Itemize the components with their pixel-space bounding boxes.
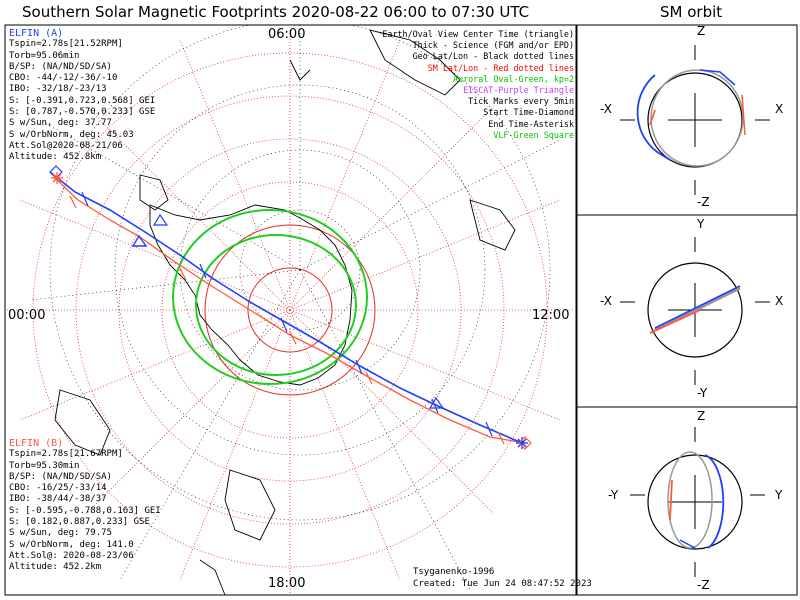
orbit1-label-left: -X	[600, 102, 612, 116]
probe-b-line: CBO: -16/25/-33/14	[9, 483, 107, 494]
legend-item: Auroral Oval-Green, kp=2	[452, 73, 574, 84]
orbit-panel-xz	[620, 45, 770, 195]
elfin-a-start-diamond	[49, 165, 63, 179]
orbit-panel-xy	[620, 237, 770, 385]
probe-a-line: S w/OrbNorm, deg: 45.03	[9, 129, 134, 140]
probe-b-line: Tspin=2.78s[21.67RPM]	[9, 449, 123, 460]
probe-b-line: B/SP: (NA/ND/SD/SA)	[9, 471, 112, 482]
legend-item: Tick Marks every 5min	[468, 96, 574, 107]
probe-a-name: ELFIN (A)	[9, 28, 64, 39]
probe-a-line: IBO: -32/18/-23/13	[9, 84, 107, 95]
probe-a-line: S: [-0.391,0.723,0.568] GEI	[9, 95, 156, 106]
orbit2-label-left: -X	[600, 294, 612, 308]
geo-grid	[29, 25, 561, 591]
probe-a-line: Tspin=2.78s[21.52RPM]	[9, 39, 123, 50]
legend: Earth/Oval View Center Time (triangle) T…	[382, 29, 574, 141]
model-credit: Tsyganenko-1996	[413, 567, 495, 577]
orbit2-label-top: Y	[697, 217, 705, 231]
orbit3-label-right: Y	[775, 488, 783, 502]
probe-b-line: Att.Sol@: 2020-08-23/06	[9, 550, 134, 561]
orbit2-label-right: X	[775, 294, 784, 308]
legend-item: Earth/Oval View Center Time (triangle)	[382, 29, 574, 39]
probe-b-line: IBO: -38/44/-38/37	[9, 494, 107, 505]
clock-label-left: 00:00	[8, 308, 46, 323]
probe-b-line: S w/OrbNorm, deg: 141.0	[9, 539, 134, 550]
elfin-a-track	[49, 171, 523, 444]
elfin-b-track	[54, 177, 526, 444]
probe-b-line: Torb=95.30min	[9, 460, 80, 471]
elfin-b-end-asterisk	[51, 172, 63, 184]
probe-a-line: Altitude: 452.8km	[9, 152, 102, 163]
clock-label-top: 06:00	[268, 27, 306, 42]
elfin-a-end-asterisk	[516, 437, 528, 449]
auroral-oval-inner	[195, 234, 357, 376]
orbit-frame	[576, 24, 798, 596]
orbit3-label-top: Z	[697, 409, 706, 423]
legend-item: VLF-Green Square	[493, 129, 574, 140]
clock-label-right: 12:00	[532, 308, 570, 323]
probe-b-line: S: [-0.595,-0.788,0.163] GEI	[9, 505, 161, 516]
orbit2-label-bottom: -Y	[697, 386, 708, 400]
legend-item: Start Time-Diamond	[483, 107, 574, 118]
probe-a-line: CBO: -44/-12/-36/-10	[9, 73, 118, 84]
auroral-oval-outer	[172, 209, 368, 385]
orbit1-label-top: Z	[697, 24, 706, 38]
probe-a-line: B/SP: (NA/ND/SD/SA)	[9, 61, 112, 72]
legend-item: SM Lat/Lon - Red dotted lines	[427, 62, 574, 73]
clock-label-bottom: 18:00	[268, 576, 306, 591]
elfin-a-triangle-3	[428, 396, 445, 409]
probe-b-info: ELFIN (B) Tspin=2.78s[21.67RPM] Torb=95.…	[9, 438, 161, 574]
elfin-b-ticks	[69, 195, 505, 445]
orbit-title: SM orbit	[660, 3, 723, 21]
orbit3-label-left: -Y	[608, 488, 619, 502]
probe-b-line: S: [0.182,0.887,0.233] GSE	[9, 517, 150, 528]
coastlines	[54, 29, 516, 595]
page-title: Southern Solar Magnetic Footprints 2020-…	[22, 3, 530, 21]
probe-b-name: ELFIN (B)	[9, 438, 64, 449]
orbit1-label-bottom: -Z	[697, 195, 710, 209]
probe-a-line: S w/Sun, deg: 37.77	[9, 118, 112, 129]
elfin-a-center-triangle	[131, 234, 148, 247]
probe-b-line: S w/Sun, deg: 79.75	[9, 528, 112, 539]
probe-a-line: S: [0.787,-0.570,0.233] GSE	[9, 107, 156, 118]
probe-a-line: Torb=95.06min	[9, 50, 80, 61]
elfin-b-start-diamond	[518, 436, 532, 450]
orbit1-label-right: X	[775, 102, 784, 116]
legend-item: End Time-Asterisk	[488, 118, 574, 129]
orbit3-label-bottom: -Z	[697, 578, 710, 592]
probe-a-line: Att.Sol@2020-08-21/06	[9, 140, 123, 151]
probe-b-line: Altitude: 452.2km	[9, 562, 102, 573]
probe-a-info: ELFIN (A) Tspin=2.78s[21.52RPM] Torb=95.…	[9, 28, 155, 164]
elfin-a-ticks	[81, 191, 493, 437]
elfin-a-triangle-2	[152, 213, 169, 226]
legend-item: EISCAT-Purple Triangle	[463, 85, 574, 96]
orbit-panel-yz	[630, 427, 765, 577]
legend-item: Geo Lat/Lon - Black dotted lines	[412, 51, 574, 62]
created-timestamp: Created: Tue Jun 24 08:47:52 2023	[413, 579, 592, 589]
legend-item: Thick - Science (FGM and/or EPD)	[412, 40, 574, 51]
